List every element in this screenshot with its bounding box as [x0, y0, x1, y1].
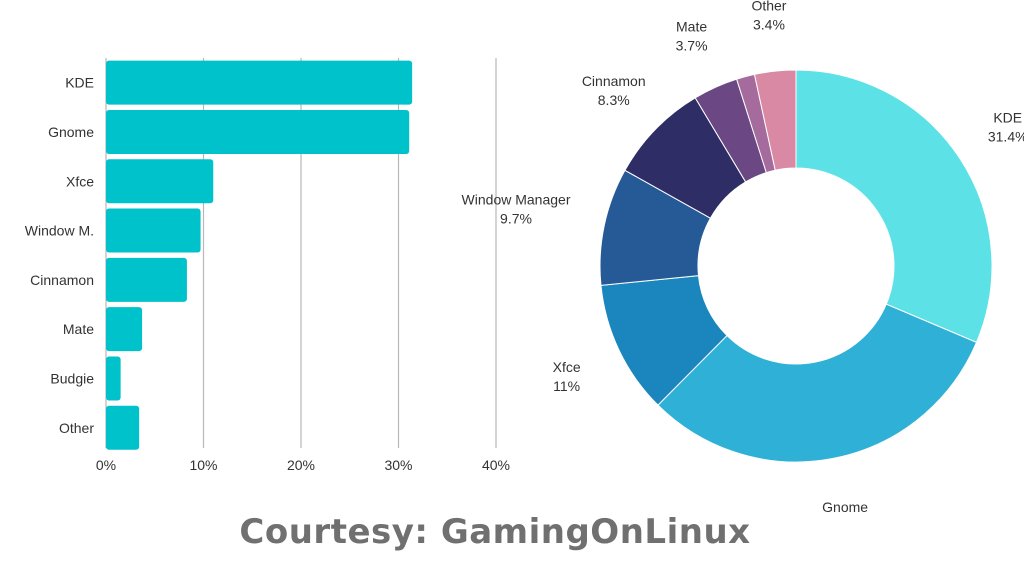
bar — [106, 60, 413, 105]
bar — [106, 109, 410, 154]
donut-labels: KDE 31.4% Gnome 31.1% Xfce 11% Window Manager 9… — [462, 0, 1024, 520]
slice-percent: 31.4% — [988, 129, 1024, 145]
slice-label: Gnome — [822, 499, 868, 515]
bar — [106, 356, 121, 401]
slice-percent: 3.4% — [753, 16, 785, 32]
category-label: Budgie — [50, 370, 94, 386]
slice-label: KDE — [993, 110, 1022, 126]
x-tick-label: 30% — [384, 457, 412, 473]
donut-slices — [599, 69, 993, 463]
x-tick-label: 0% — [96, 457, 116, 473]
slice-label: Xfce — [553, 359, 581, 375]
slice-label: Other — [751, 0, 786, 13]
slice-label: Cinnamon — [582, 73, 646, 89]
bar-category-labels: KDE Gnome Xfce Window M. Cinnamon Mate Budgie O… — [25, 75, 95, 436]
category-label: KDE — [65, 75, 94, 91]
slice-percent: 11% — [553, 378, 580, 394]
bar-chart: KDE Gnome Xfce Window M. Cinnamon Mate Budgie O… — [25, 58, 510, 473]
courtesy-caption: Courtesy: GamingOnLinux — [239, 512, 751, 552]
x-tick-label: 20% — [287, 457, 315, 473]
bar-series — [106, 60, 413, 450]
category-label: Other — [59, 420, 94, 436]
slice-percent: 9.7% — [500, 211, 532, 227]
slice-percent: 31.1% — [825, 518, 865, 520]
slice-percent: 3.7% — [676, 37, 708, 53]
bar — [106, 405, 140, 450]
donut-slice — [753, 69, 797, 171]
category-label: Xfce — [66, 173, 94, 189]
bar — [106, 257, 187, 302]
category-label: Window M. — [25, 223, 94, 239]
x-tick-label: 10% — [189, 457, 217, 473]
donut-chart: KDE 31.4% Gnome 31.1% Xfce 11% Window Manager 9… — [462, 0, 1024, 520]
bar — [106, 208, 201, 253]
category-label: Cinnamon — [30, 272, 94, 288]
slice-label: Window Manager — [462, 192, 571, 208]
donut-slice — [657, 303, 978, 463]
donut-slice — [795, 69, 993, 344]
x-tick-label: 40% — [482, 457, 510, 473]
bar-tick-labels: 0% 10% 20% 30% 40% — [96, 457, 510, 473]
slice-percent: 8.3% — [598, 92, 630, 108]
bar — [106, 307, 143, 352]
slice-label: Mate — [676, 18, 707, 34]
category-label: Mate — [63, 321, 94, 337]
category-label: Gnome — [48, 124, 94, 140]
bar — [106, 159, 214, 204]
